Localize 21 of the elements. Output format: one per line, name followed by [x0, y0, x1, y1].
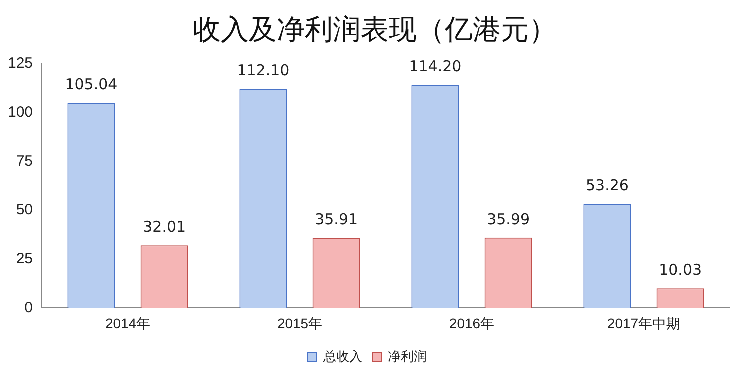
- data-label: 35.99: [487, 210, 530, 228]
- data-label: 10.03: [659, 260, 702, 279]
- y-tick-label: 0: [24, 299, 34, 316]
- data-label: 114.20: [409, 57, 462, 76]
- y-tick-label: 50: [16, 202, 34, 219]
- x-tick-label: 2015年: [277, 315, 323, 332]
- y-tick-label: 25: [16, 250, 34, 268]
- data-label: 53.26: [586, 176, 629, 195]
- data-label: 105.04: [65, 75, 118, 94]
- data-label: 35.91: [315, 210, 358, 228]
- legend-label: 净利润: [388, 349, 427, 364]
- x-tick-label: 2014年: [105, 315, 151, 332]
- y-tick-label: 75: [16, 152, 34, 170]
- legend-label: 总收入: [322, 349, 362, 364]
- chart-title: 收入及净利润表现（亿港元）: [192, 12, 558, 48]
- x-tick-label: 2017年中期: [607, 315, 681, 332]
- x-tick-label: 2016年: [449, 315, 495, 332]
- y-tick-label: 100: [8, 104, 34, 121]
- data-label: 32.01: [143, 218, 186, 236]
- data-label: 112.10: [237, 62, 290, 80]
- y-tick-label: 125: [8, 55, 34, 72]
